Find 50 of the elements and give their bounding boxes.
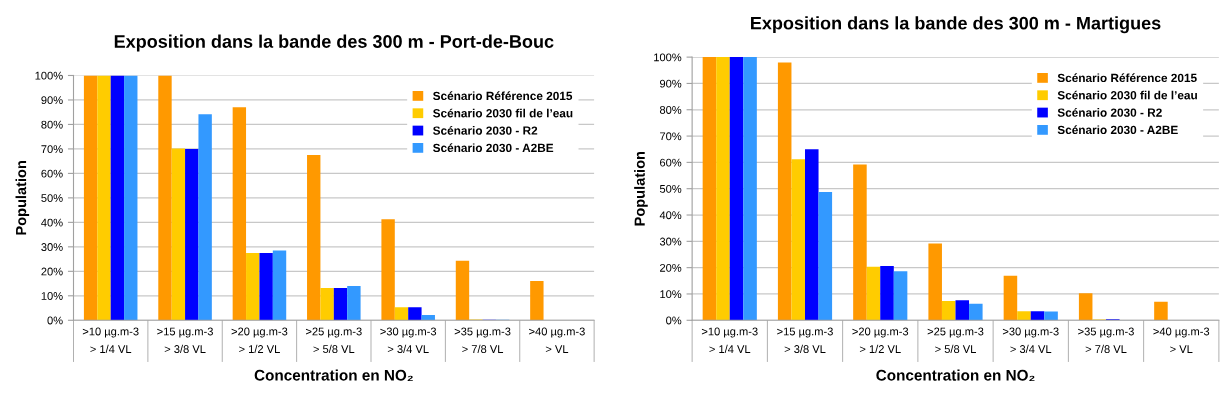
y-tick-label: 70%: [41, 145, 63, 154]
y-tick-label: 10%: [660, 290, 682, 299]
y-tick-label: 90%: [659, 79, 682, 88]
legend-label: Scénario Référence 2015: [433, 91, 573, 101]
y-tick-label: 10%: [41, 292, 63, 300]
y-tick-label: 80%: [41, 120, 63, 129]
x-tick-label: >30 µg.m-3 > 3/4 VL: [1002, 327, 1059, 353]
x-tick-label: >15 µg.m-3 > 3/8 VL: [157, 327, 213, 353]
legend-label: Scénario 2030 - R2: [1057, 107, 1162, 117]
x-tick-label: >10 µg.m-3 > 1/4 VL: [701, 327, 758, 353]
y-tick-label: 40%: [659, 211, 682, 220]
legend-label: Scénario 2030 - A2BE: [433, 143, 554, 153]
legend-label: Scénario 2030 - R2: [433, 125, 538, 135]
x-tick-label: >25 µg.m-3 > 5/8 VL: [305, 327, 362, 353]
x-tick-label: >35 µg.m-3 > 7/8 VL: [1078, 327, 1134, 353]
y-tick-label: 40%: [41, 218, 63, 227]
x-tick-label: >10 µg.m-3 > 1/4 VL: [82, 327, 139, 353]
y-tick-label: 90%: [41, 96, 63, 105]
y-tick-label: 0%: [47, 316, 63, 325]
x-tick-label: >25 µg.m-3 > 5/8 VL: [927, 327, 984, 353]
y-tick-label: 80%: [659, 106, 682, 114]
y-tick-label: 50%: [41, 194, 63, 203]
y-tick-label: 100%: [35, 71, 63, 80]
chart-title: Exposition dans la bande des 300 m - Port-de-Bouc: [114, 34, 554, 52]
x-axis-title: Concentration en NO₂: [254, 369, 413, 381]
x-tick-label: >40 µg.m-3 > VL: [529, 327, 585, 353]
x-tick-label: >20 µg.m-3 > 1/2 VL: [231, 327, 288, 353]
y-tick-label: 70%: [660, 132, 682, 141]
chart-title: Exposition dans la bande des 300 m - Martigues: [751, 16, 1161, 34]
x-axis-title: Concentration en NO₂: [876, 369, 1035, 381]
x-tick-label: >40 µg.m-3 > VL: [1153, 327, 1210, 353]
y-tick-label: 20%: [41, 267, 63, 276]
y-axis-title: Population: [634, 151, 648, 226]
legend-label: Scénario 2030 - A2BE: [1057, 125, 1178, 135]
y-axis-title: Population: [15, 161, 30, 235]
y-tick-label: 30%: [41, 243, 63, 251]
y-tick-label: 100%: [654, 53, 682, 62]
legend-label: Scénario 2030 fil de l’eau: [433, 108, 573, 118]
y-tick-label: 20%: [660, 263, 682, 272]
legend-label: Scénario Référence 2015: [1057, 73, 1197, 83]
legend-label: Scénario 2030 fil de l’eau: [1057, 90, 1197, 100]
y-tick-label: 0%: [666, 316, 682, 325]
y-tick-label: 50%: [659, 184, 682, 193]
x-tick-label: >30 µg.m-3 > 3/4 VL: [380, 327, 437, 353]
x-tick-label: >15 µg.m-3 > 3/8 VL: [777, 327, 833, 353]
x-tick-label: >20 µg.m-3 > 1/2 VL: [852, 327, 909, 353]
y-tick-label: 60%: [660, 158, 682, 167]
x-tick-label: >35 µg.m-3 > 7/8 VL: [454, 327, 511, 353]
y-tick-label: 60%: [41, 169, 63, 178]
y-tick-label: 30%: [659, 237, 682, 246]
